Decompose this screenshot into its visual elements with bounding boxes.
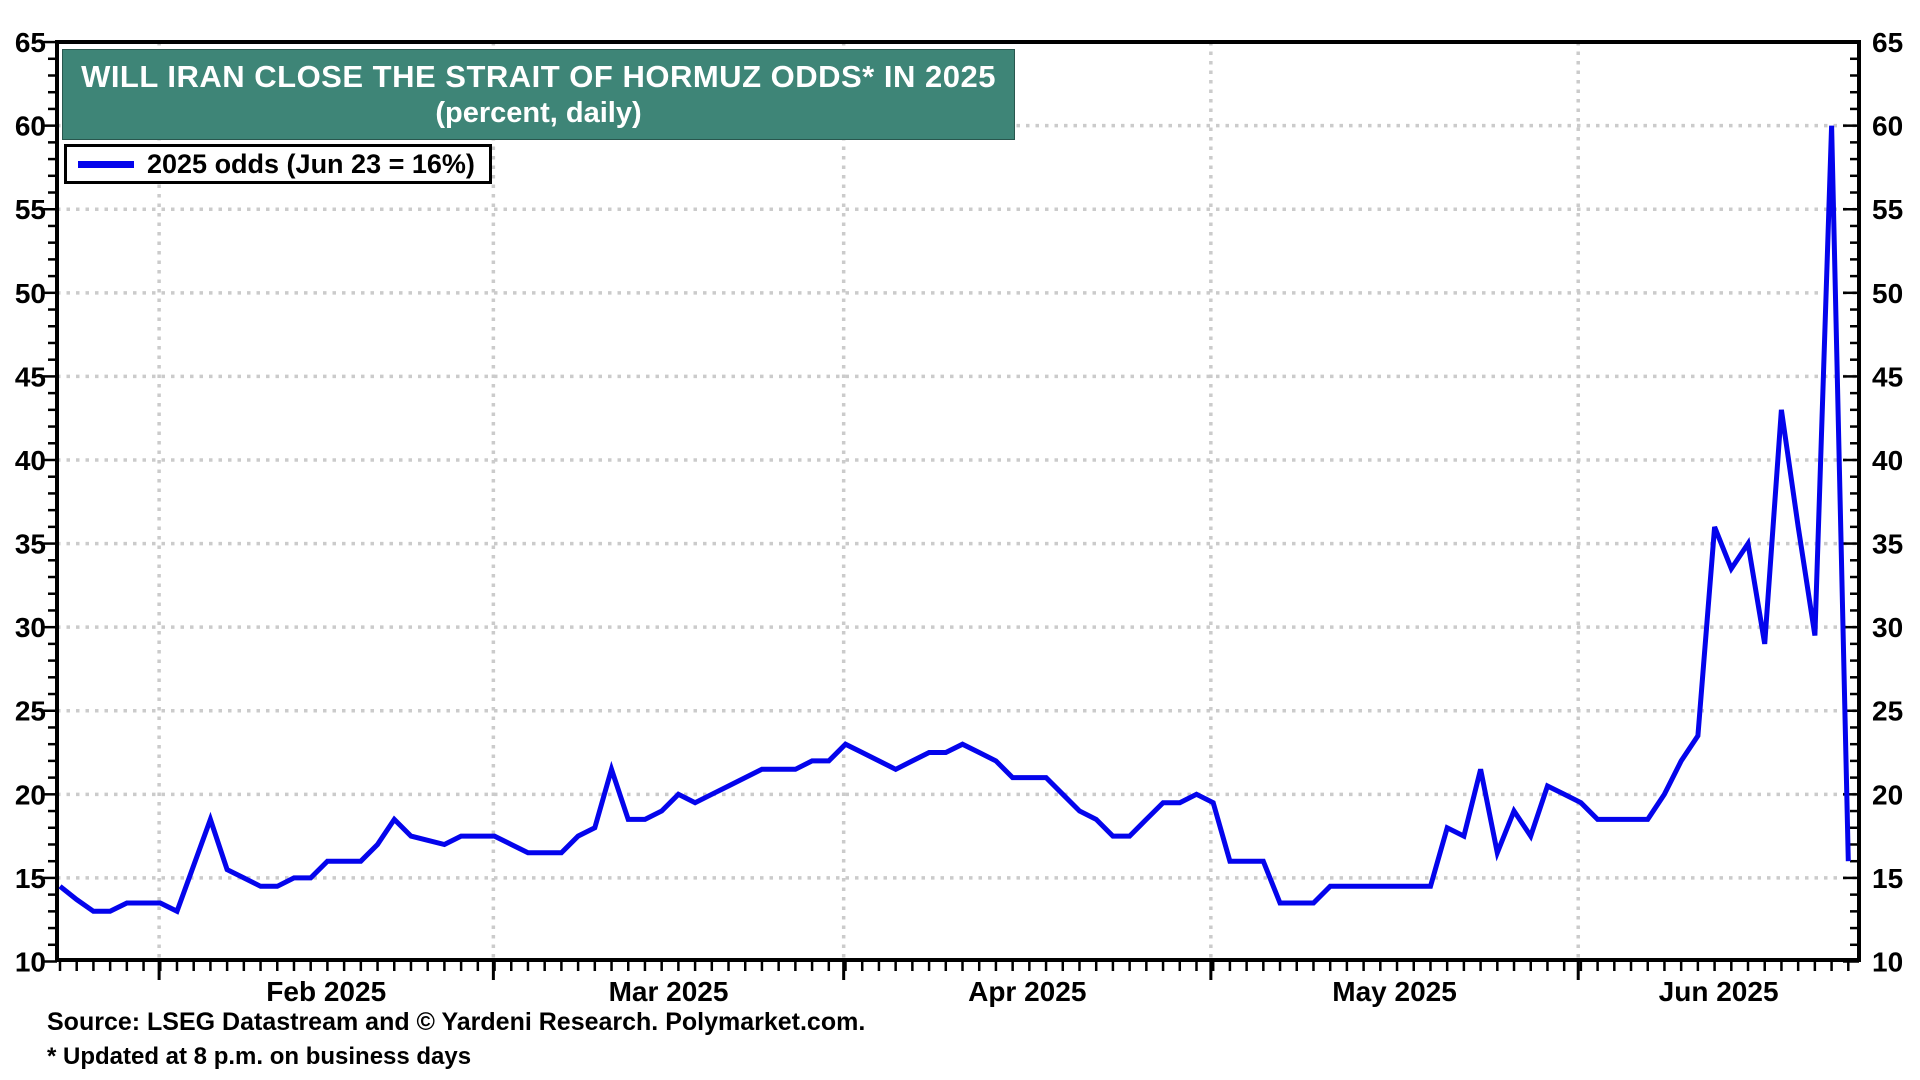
svg-text:60: 60 [1872,111,1903,142]
y-axis-labels-right: 10 15 20 25 30 35 40 45 50 55 60 65 [1872,27,1903,977]
svg-text:Jun 2025: Jun 2025 [1659,976,1779,1007]
svg-text:55: 55 [1872,194,1903,225]
odds-line [58,125,1851,915]
svg-text:40: 40 [15,445,46,476]
svg-text:30: 30 [1872,612,1903,643]
legend-label: 2025 odds (Jun 23 = 16%) [147,148,475,179]
svg-text:15: 15 [1872,863,1903,894]
svg-text:60: 60 [15,111,46,142]
svg-text:40: 40 [1872,445,1903,476]
svg-text:65: 65 [15,27,46,58]
svg-text:65: 65 [1872,27,1903,58]
chart-subtitle: (percent, daily) [435,97,642,130]
source-text: Source: LSEG Datastream and © Yardeni Re… [47,1008,866,1036]
svg-text:35: 35 [15,529,46,560]
legend: 2025 odds (Jun 23 = 16%) [64,144,492,184]
svg-text:45: 45 [15,361,46,392]
svg-text:35: 35 [1872,529,1903,560]
svg-text:Apr 2025: Apr 2025 [968,976,1086,1007]
legend-line-swatch [78,160,134,168]
svg-text:20: 20 [1872,779,1903,810]
footnote-text: * Updated at 8 p.m. on business days [47,1043,472,1070]
svg-text:50: 50 [15,278,46,309]
h-gridlines [57,123,1859,880]
svg-text:10: 10 [1872,947,1903,978]
svg-text:30: 30 [15,612,46,643]
svg-text:25: 25 [15,696,46,727]
svg-text:25: 25 [1872,696,1903,727]
svg-text:Mar 2025: Mar 2025 [609,976,729,1007]
plot-frame [55,40,1861,962]
chart-title: WILL IRAN CLOSE THE STRAIT OF HORMUZ ODD… [81,58,996,94]
svg-text:Feb 2025: Feb 2025 [266,976,386,1007]
svg-text:15: 15 [15,863,46,894]
svg-text:20: 20 [15,779,46,810]
svg-text:50: 50 [1872,278,1903,309]
svg-text:May 2025: May 2025 [1332,976,1457,1007]
y-axis-labels-left: 10 15 20 25 30 35 40 45 50 55 60 65 [15,27,46,977]
v-gridlines [157,42,1580,960]
x-axis-labels: Feb 2025 Mar 2025 Apr 2025 May 2025 Jun 2025 [266,976,1778,1007]
svg-text:45: 45 [1872,361,1903,392]
chart-title-banner: WILL IRAN CLOSE THE STRAIT OF HORMUZ ODD… [62,49,1015,140]
svg-text:55: 55 [15,194,46,225]
svg-text:10: 10 [15,947,46,978]
